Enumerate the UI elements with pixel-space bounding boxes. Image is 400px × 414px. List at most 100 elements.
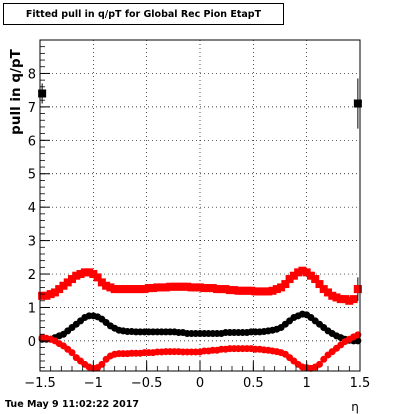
data-point [319,285,328,294]
y-tick-label: 6 [28,134,36,149]
data-point [328,291,337,300]
data-point [68,275,76,284]
data-point [289,271,298,280]
data-point [110,285,119,294]
data-point [281,280,290,289]
y-tick-label: 5 [28,168,36,183]
y-tick-label: 7 [28,101,36,116]
data-point [63,278,72,287]
data-point [298,266,307,275]
data-point [144,284,153,293]
data-point [166,282,175,291]
x-tick-label: −0.5 [131,376,163,391]
x-tick-label: 0.5 [243,376,264,391]
data-point [213,285,222,294]
timestamp-footer: Tue May 9 11:02:22 2017 [5,399,139,410]
data-point [123,285,132,294]
data-point [161,283,170,292]
data-point [106,283,115,292]
data-point [311,275,320,284]
data-point [260,287,268,296]
data-point [234,286,243,295]
data-point [72,271,81,280]
x-tick-label: −1.5 [24,376,56,391]
data-point [315,280,324,289]
data-point [93,273,102,282]
data-point [208,284,217,293]
data-point [127,285,136,294]
data-point [255,287,264,296]
data-point [80,268,89,277]
grid [40,40,360,371]
data-point [140,285,149,294]
data-point [221,285,230,294]
data-point [191,283,200,292]
data-point [349,295,358,304]
data-point [268,286,277,295]
data-point [238,286,247,295]
data-point [306,271,315,280]
series-1 [38,310,362,345]
data-point [264,287,273,296]
data-point [277,283,286,292]
data-point [242,286,251,295]
data-point [102,281,111,290]
y-tick-label: 8 [28,67,36,82]
data-point [225,286,234,295]
data-point [157,283,166,292]
data-point [89,270,98,279]
edge-data-point [353,285,362,294]
y-tick-label: 1 [28,301,36,316]
data-point [174,282,183,291]
data-point [187,283,196,292]
data-point [196,283,204,292]
chart-title-box: Fitted pull in q/pT for Global Rec Pion … [3,3,284,25]
data-point [251,287,260,296]
data-point [341,295,350,304]
edge-data-point [353,99,362,108]
data-point [149,284,158,293]
data-point [132,285,140,294]
y-tick-label: 0 [28,335,36,350]
data-point [336,295,345,304]
data-point [170,282,179,291]
data-point [324,288,332,297]
data-point [46,290,55,299]
y-axis-label: pull in q/pT [8,48,24,134]
data-point [85,268,94,277]
data-point [178,282,187,291]
data-point [97,278,106,287]
x-tick-label: 1.5 [350,376,371,391]
chart-title: Fitted pull in q/pT for Global Rec Pion … [25,8,262,20]
x-tick-label: −1 [84,376,103,391]
data-point [217,285,226,294]
data-point [38,291,47,300]
data-point [230,286,239,295]
data-point [332,293,341,302]
data-point [247,286,256,295]
data-point [68,349,76,357]
data-point [294,268,303,277]
data-point [55,285,64,294]
x-axis-label: η [351,400,359,414]
x-tick-label: 1 [303,376,311,391]
data-point [302,268,311,277]
data-point [153,283,162,292]
data-point [272,285,281,294]
axes: −1.5 −1 −0.5 0 0.5 1 1.5 0 1 2 3 4 5 6 7 8 [24,46,371,391]
data-point [204,284,213,293]
data-point [59,281,68,290]
data-point [50,288,59,297]
data-point [136,285,145,294]
y-tick-label: 3 [28,235,36,250]
data-point [320,355,328,363]
data-point [42,291,51,300]
data-series [38,78,362,372]
x-tick-label: 0 [196,376,204,391]
data-point [183,282,192,291]
data-point [119,285,128,294]
series-0 [38,266,362,305]
y-tick-label: 2 [28,268,36,283]
data-point [345,296,354,305]
